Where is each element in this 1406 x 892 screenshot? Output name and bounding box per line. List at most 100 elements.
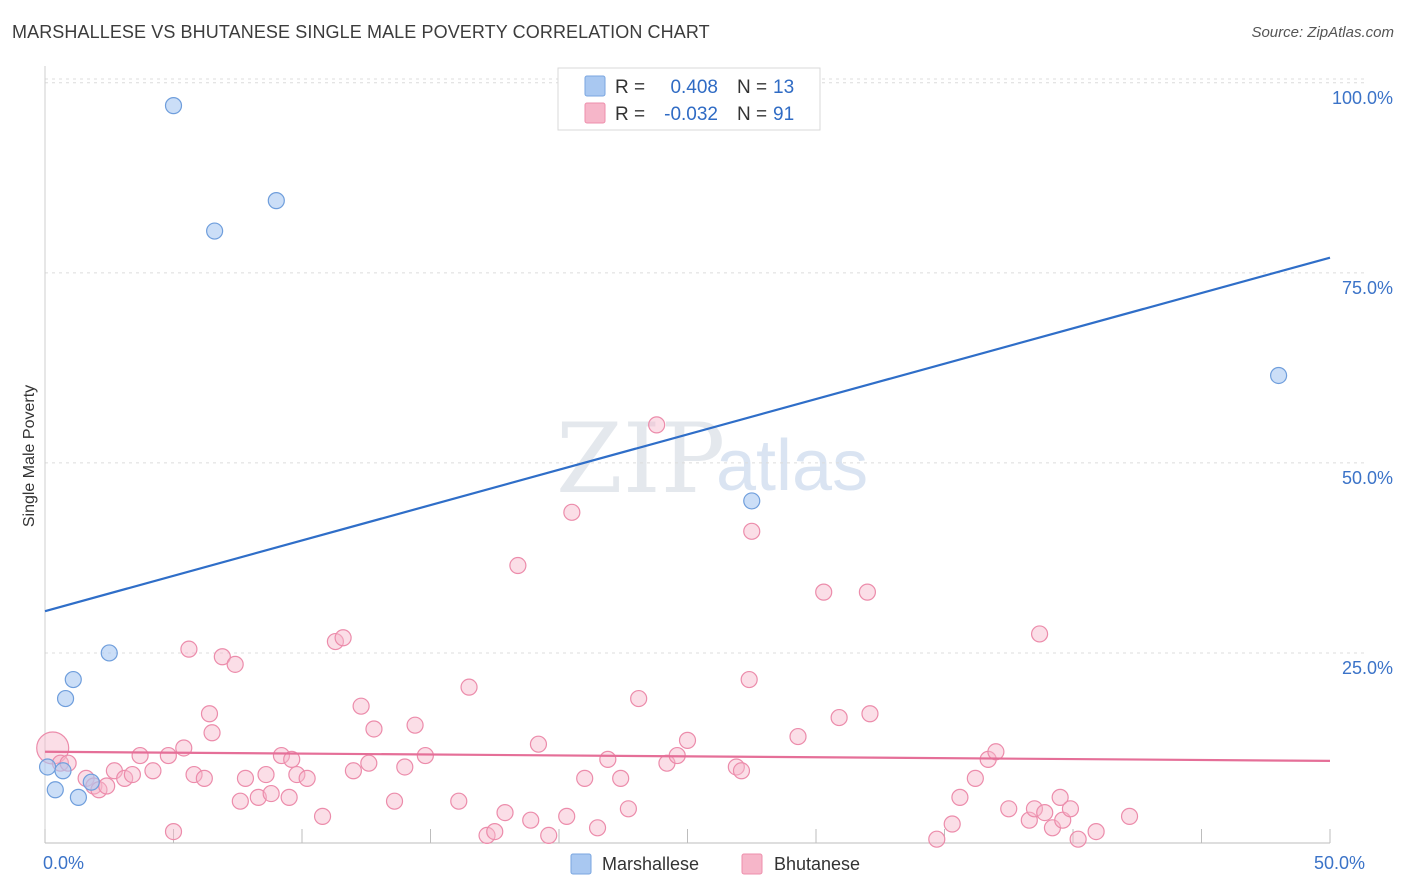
series-legend: Marshallese Bhutanese xyxy=(570,853,860,875)
point-bhutanese-71 xyxy=(858,583,877,601)
legend-r-value-bhutanese: -0.032 xyxy=(664,104,718,125)
point-bhutanese-59 xyxy=(630,689,648,708)
legend-r-label-bhutanese: R = xyxy=(615,104,645,125)
point-bhutanese-39 xyxy=(385,792,404,810)
point-bhutanese-47 xyxy=(496,803,514,822)
point-marshallese-5 xyxy=(69,788,88,806)
legend-n-value-marshallese: 13 xyxy=(773,77,794,98)
point-bhutanese-9 xyxy=(123,765,141,784)
point-bhutanese-90 xyxy=(1120,807,1139,825)
point-bhutanese-60 xyxy=(648,416,666,434)
point-bhutanese-20 xyxy=(213,648,231,666)
point-bhutanese-31 xyxy=(298,769,316,787)
legend-r-label-marshallese: R = xyxy=(615,77,645,98)
chart-title: MARSHALLESE VS BHUTANESE SINGLE MALE POV… xyxy=(12,22,710,42)
point-bhutanese-79 xyxy=(1000,800,1018,818)
point-marshallese-8 xyxy=(164,97,183,115)
point-bhutanese-83 xyxy=(1036,803,1054,822)
point-bhutanese-75 xyxy=(951,788,969,806)
point-bhutanese-32 xyxy=(313,807,332,825)
tick-labels: 25.0% 50.0% 75.0% 100.0% 0.0% 50.0% xyxy=(43,88,1393,873)
point-bhutanese-26 xyxy=(262,784,280,803)
point-marshallese-1 xyxy=(46,781,64,799)
point-marshallese-0 xyxy=(38,758,57,776)
legend-r-value-marshallese: 0.408 xyxy=(670,77,718,98)
point-bhutanese-34 xyxy=(334,629,352,647)
point-bhutanese-66 xyxy=(740,670,758,689)
correlation-legend: R = 0.408 N = 13 R = -0.032 N = 91 xyxy=(557,67,821,131)
point-bhutanese-6 xyxy=(98,777,116,795)
point-bhutanese-13 xyxy=(164,822,183,841)
point-bhutanese-89 xyxy=(1087,822,1105,841)
series-legend-swatch-marshallese xyxy=(570,853,592,875)
point-bhutanese-69 xyxy=(815,583,833,601)
legend-swatch-bhutanese xyxy=(584,102,606,124)
point-bhutanese-29 xyxy=(283,750,301,768)
point-bhutanese-63 xyxy=(678,731,697,749)
point-bhutanese-70 xyxy=(830,708,848,727)
legend-n-label-bhutanese: N = xyxy=(737,104,767,125)
point-bhutanese-18 xyxy=(200,705,219,723)
y-axis-title: Single Male Poverty xyxy=(21,385,38,527)
point-bhutanese-11 xyxy=(144,762,162,780)
source-credit: Source: ZipAtlas.com xyxy=(1251,24,1394,41)
data-points xyxy=(36,97,1288,848)
point-bhutanese-30 xyxy=(288,765,306,784)
point-bhutanese-88 xyxy=(1069,830,1087,848)
legend-n-value-bhutanese: 91 xyxy=(773,104,794,125)
legend-n-label-marshallese: N = xyxy=(737,77,767,98)
point-marshallese-3 xyxy=(56,689,75,708)
point-bhutanese-41 xyxy=(406,716,424,734)
trend-line-marshallese xyxy=(44,256,1331,613)
point-bhutanese-23 xyxy=(236,769,255,787)
point-bhutanese-12 xyxy=(159,746,177,765)
y-tick-label-50: 50.0% xyxy=(1342,468,1393,488)
point-marshallese-10 xyxy=(267,192,285,210)
point-bhutanese-16 xyxy=(185,765,203,784)
y-tick-label-25: 25.0% xyxy=(1342,658,1393,678)
point-bhutanese-27 xyxy=(272,746,291,765)
series-legend-label-marshallese: Marshallese xyxy=(602,854,699,874)
point-bhutanese-54 xyxy=(576,769,594,787)
trend-lines xyxy=(44,256,1331,762)
point-bhutanese-37 xyxy=(360,754,378,772)
point-bhutanese-85 xyxy=(1051,788,1069,806)
y-tick-label-100: 100.0% xyxy=(1332,88,1393,108)
point-marshallese-11 xyxy=(743,492,761,510)
point-marshallese-12 xyxy=(1269,366,1288,385)
point-bhutanese-15 xyxy=(180,640,198,658)
point-bhutanese-57 xyxy=(612,769,630,787)
point-bhutanese-22 xyxy=(231,792,249,810)
point-bhutanese-73 xyxy=(928,830,946,848)
watermark: ZIP atlas xyxy=(556,403,868,515)
point-bhutanese-82 xyxy=(1030,625,1049,643)
point-bhutanese-44 xyxy=(460,678,478,696)
point-bhutanese-19 xyxy=(203,724,221,742)
point-bhutanese-10 xyxy=(131,746,149,765)
point-bhutanese-40 xyxy=(396,758,414,776)
point-bhutanese-52 xyxy=(558,807,576,825)
series-legend-label-bhutanese: Bhutanese xyxy=(774,854,860,874)
axes xyxy=(44,66,1331,844)
point-bhutanese-38 xyxy=(365,720,383,738)
point-bhutanese-56 xyxy=(599,750,617,768)
point-bhutanese-65 xyxy=(732,762,751,780)
point-bhutanese-51 xyxy=(540,826,558,844)
y-tick-label-75: 75.0% xyxy=(1342,278,1393,298)
point-marshallese-4 xyxy=(64,670,82,689)
point-bhutanese-17 xyxy=(195,769,213,787)
point-bhutanese-81 xyxy=(1025,800,1044,818)
point-bhutanese-36 xyxy=(352,697,370,715)
legend-swatch-marshallese xyxy=(584,75,606,97)
x-tick-label-50: 50.0% xyxy=(1314,853,1365,873)
point-bhutanese-43 xyxy=(450,792,468,810)
point-bhutanese-55 xyxy=(588,819,607,837)
point-bhutanese-35 xyxy=(344,762,362,780)
point-bhutanese-87 xyxy=(1061,800,1080,818)
point-bhutanese-72 xyxy=(861,705,879,723)
watermark-zip: ZIP xyxy=(556,403,725,515)
point-marshallese-2 xyxy=(54,762,72,780)
point-marshallese-7 xyxy=(100,644,118,662)
point-bhutanese-53 xyxy=(563,503,581,521)
